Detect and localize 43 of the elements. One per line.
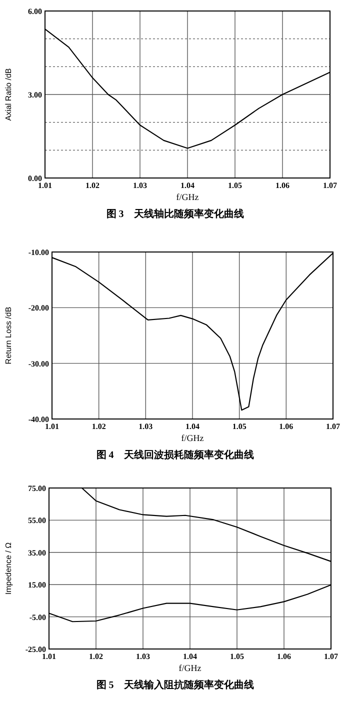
- x-tick-label: 1.03: [138, 422, 153, 431]
- text: 图 3 天线轴比随频率变化曲线: [106, 208, 244, 220]
- x-tick-label: 1.01: [45, 422, 59, 431]
- x-tick-label: 1.07: [324, 652, 338, 661]
- x-tick-label: 1.07: [326, 422, 340, 431]
- y-tick-label: -40.00: [28, 415, 49, 424]
- y-tick-label: -10.00: [28, 248, 49, 257]
- x-tick-label: 1.04: [180, 181, 194, 190]
- y-axis-title: Axial Ratio /dB: [4, 68, 13, 121]
- y-tick-label: -5.00: [29, 612, 46, 622]
- y-tick-label: 35.00: [28, 548, 46, 558]
- x-tick-label: 1.07: [323, 181, 337, 190]
- x-tick-label: 1.04: [183, 652, 197, 661]
- y-tick-label: 3.00: [28, 90, 42, 100]
- x-tick-label: 1.06: [277, 652, 291, 661]
- x-tick-label: 1.05: [228, 181, 242, 190]
- y-tick-label: -25.00: [25, 645, 46, 654]
- x-tick-label: 1.06: [279, 422, 294, 431]
- x-axis-title: f/GHz: [178, 663, 202, 673]
- x-tick-label: 1.02: [89, 652, 103, 661]
- x-axis-title: f/GHz: [181, 433, 204, 443]
- y-axis-title: Impedence / Ω: [4, 542, 13, 595]
- x-tick-label: 1.04: [186, 422, 200, 431]
- y-tick-label: 0.00: [28, 174, 42, 183]
- x-tick-label: 1.01: [42, 652, 56, 661]
- x-tick-label: 1.01: [38, 181, 52, 190]
- text: 图 4 天线回波损耗随频率变化曲线: [96, 449, 254, 461]
- y-tick-label: 55.00: [28, 516, 46, 526]
- x-tick-label: 1.05: [230, 652, 244, 661]
- text: 图 5 天线输入阻抗随频率变化曲线: [96, 679, 254, 691]
- x-tick-label: 1.05: [232, 422, 246, 431]
- y-tick-label: -30.00: [28, 359, 49, 368]
- y-tick-label: 6.00: [28, 7, 42, 16]
- x-tick-label: 1.03: [136, 652, 150, 661]
- y-tick-label: 15.00: [28, 580, 46, 590]
- x-tick-label: 1.03: [133, 181, 147, 190]
- x-axis-title: f/GHz: [176, 192, 199, 202]
- x-tick-label: 1.02: [86, 181, 100, 190]
- y-tick-label: -20.00: [28, 304, 49, 313]
- x-tick-label: 1.02: [92, 422, 106, 431]
- y-tick-label: 75.00: [28, 484, 46, 493]
- y-axis-title: Return Loss /dB: [4, 306, 13, 364]
- x-tick-label: 1.06: [276, 181, 290, 190]
